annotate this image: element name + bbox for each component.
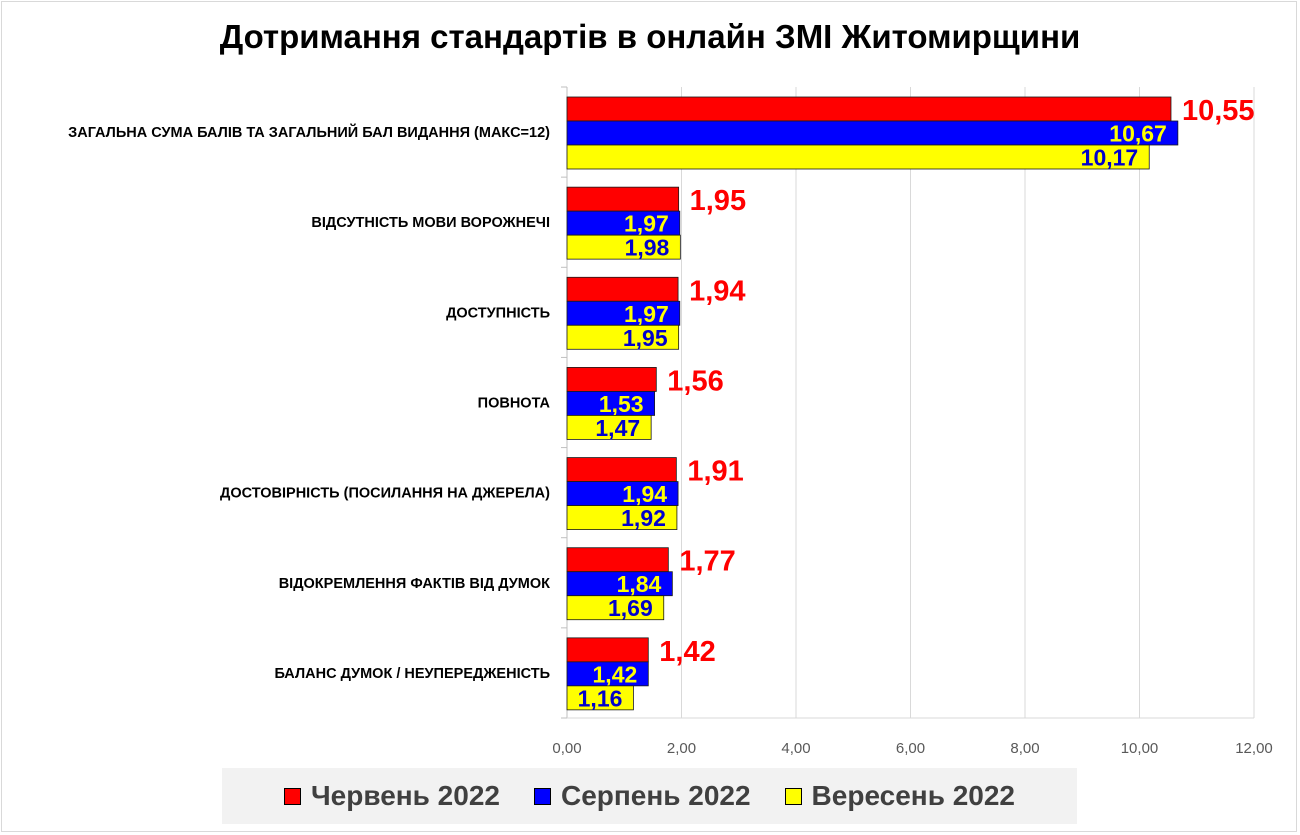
legend-item-september: Вересень 2022 bbox=[784, 780, 1015, 812]
legend-item-august: Серпень 2022 bbox=[533, 780, 751, 812]
bar-1 bbox=[566, 571, 673, 597]
data-label-1: 1,84 bbox=[617, 571, 662, 597]
x-tick-label: 0,00 bbox=[552, 740, 581, 757]
bar-0 bbox=[566, 637, 649, 663]
data-label-2: 1,95 bbox=[623, 325, 668, 351]
x-tick-label: 2,00 bbox=[667, 740, 696, 757]
bar-2 bbox=[566, 324, 680, 350]
legend: Червень 2022 Серпень 2022 Вересень 2022 bbox=[222, 768, 1077, 824]
bar-0 bbox=[566, 186, 680, 212]
bar-2 bbox=[566, 234, 681, 260]
bar-2 bbox=[566, 595, 665, 621]
bar-1 bbox=[566, 120, 1179, 146]
bar-0 bbox=[566, 547, 669, 573]
legend-swatch-june bbox=[284, 787, 301, 805]
bar-1 bbox=[566, 391, 655, 416]
x-tick-label: 6,00 bbox=[896, 740, 925, 757]
legend-swatch-september bbox=[784, 787, 802, 805]
data-label-1: 1,97 bbox=[624, 301, 669, 327]
legend-label-june: Червень 2022 bbox=[311, 780, 500, 811]
bar-0 bbox=[566, 96, 1172, 122]
data-label-0: 10,55 bbox=[1182, 95, 1255, 127]
data-label-1: 1,94 bbox=[622, 481, 667, 507]
category-label: ЗАГАЛЬНА СУМА БАЛІВ ТА ЗАГАЛЬНИЙ БАЛ ВИД… bbox=[68, 123, 550, 141]
category-label: ПОВНОТА bbox=[478, 396, 551, 412]
legend-label-august: Серпень 2022 bbox=[560, 780, 751, 811]
bar-1 bbox=[566, 661, 649, 687]
category-label: БАЛАНС ДУМОК / НЕУПЕРЕДЖЕНІСТЬ bbox=[274, 666, 550, 682]
bar-1 bbox=[566, 300, 681, 326]
category-label: ВІДСУТНІСТЬ МОВИ ВОРОЖНЕЧІ bbox=[311, 215, 550, 231]
bar-2 bbox=[566, 415, 652, 440]
category-label: ДОСТОВІРНІСТЬ (ПОСИЛАННЯ НА ДЖЕРЕЛА) bbox=[220, 486, 550, 502]
data-label-0: 1,42 bbox=[659, 636, 715, 668]
data-label-2: 1,92 bbox=[621, 505, 666, 531]
legend-swatch-august bbox=[533, 787, 551, 805]
data-label-2: 1,69 bbox=[608, 595, 653, 621]
data-label-2: 1,16 bbox=[578, 685, 623, 711]
data-label-2: 1,98 bbox=[625, 235, 670, 261]
data-label-0: 1,94 bbox=[689, 275, 745, 307]
legend-item-june: Червень 2022 bbox=[284, 780, 500, 812]
data-label-0: 1,56 bbox=[667, 365, 723, 397]
chart-title: Дотримання стандартів в онлайн ЗМІ Житом… bbox=[219, 18, 1081, 55]
data-label-2: 1,47 bbox=[595, 415, 640, 441]
bar-0 bbox=[566, 367, 657, 392]
data-label-0: 1,77 bbox=[679, 546, 735, 578]
x-tick-label: 10,00 bbox=[1121, 740, 1159, 757]
chart-plot: 0,00 2,00 4,00 6,00 8,00 10,00 12,00 ЗАГАЛЬНА С… bbox=[68, 86, 1273, 757]
bar-0 bbox=[566, 457, 677, 482]
data-label-1: 10,67 bbox=[1109, 121, 1167, 147]
x-tick-label: 4,00 bbox=[781, 740, 810, 757]
data-label-0: 1,95 bbox=[690, 185, 746, 217]
data-label-1: 1,42 bbox=[593, 661, 638, 687]
category-label: ДОСТУПНІСТЬ bbox=[446, 305, 550, 321]
x-tick-label: 8,00 bbox=[1010, 740, 1039, 757]
bar-2 bbox=[566, 505, 678, 530]
data-label-1: 1,97 bbox=[624, 211, 669, 237]
category-label: ВІДОКРЕМЛЕННЯ ФАКТІВ ВІД ДУМОК bbox=[279, 576, 550, 592]
bar-2 bbox=[566, 685, 634, 711]
x-tick-label: 12,00 bbox=[1235, 740, 1273, 757]
data-label-0: 1,91 bbox=[687, 456, 743, 488]
bar-0 bbox=[566, 276, 679, 302]
bar-2 bbox=[566, 144, 1150, 170]
legend-label-september: Вересень 2022 bbox=[811, 780, 1015, 811]
data-label-2: 10,17 bbox=[1081, 145, 1139, 171]
data-label-1: 1,53 bbox=[599, 391, 644, 417]
